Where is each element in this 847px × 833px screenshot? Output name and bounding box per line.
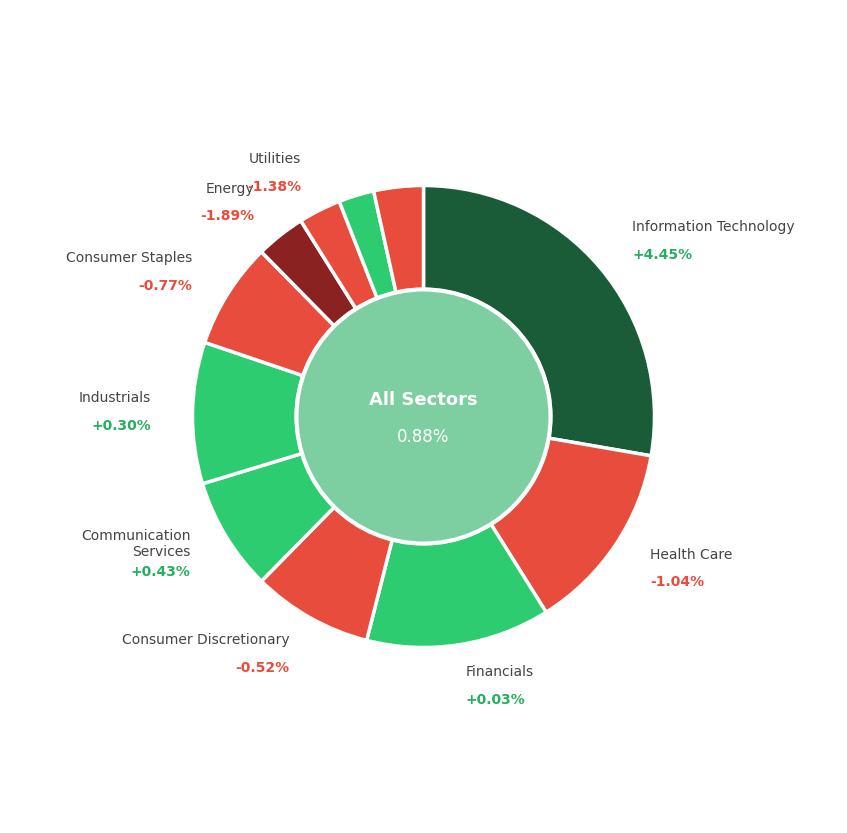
Text: -1.04%: -1.04% <box>650 576 704 589</box>
Text: +0.30%: +0.30% <box>91 419 151 433</box>
Text: -1.38%: -1.38% <box>246 180 301 194</box>
Text: Utilities: Utilities <box>249 152 301 167</box>
Text: Industrials: Industrials <box>79 392 151 406</box>
Wedge shape <box>202 453 335 581</box>
Wedge shape <box>205 252 335 376</box>
Wedge shape <box>192 342 303 484</box>
Text: Communication
Services: Communication Services <box>80 529 191 559</box>
Text: Information Technology: Information Technology <box>632 220 794 234</box>
Text: Energy: Energy <box>206 182 254 196</box>
Text: -0.52%: -0.52% <box>235 661 290 675</box>
Text: Health Care: Health Care <box>650 547 732 561</box>
Circle shape <box>296 289 551 544</box>
Wedge shape <box>301 202 377 309</box>
Text: 0.88%: 0.88% <box>397 428 450 446</box>
Wedge shape <box>262 221 356 326</box>
Text: Financials: Financials <box>466 665 534 679</box>
Wedge shape <box>424 186 655 456</box>
Wedge shape <box>374 186 424 292</box>
Text: Consumer Staples: Consumer Staples <box>66 251 192 265</box>
Wedge shape <box>262 507 392 641</box>
Text: Consumer Discretionary: Consumer Discretionary <box>122 633 290 647</box>
Text: +4.45%: +4.45% <box>632 247 692 262</box>
Text: -1.89%: -1.89% <box>201 209 254 223</box>
Wedge shape <box>340 191 396 298</box>
Text: -0.77%: -0.77% <box>139 278 192 292</box>
Wedge shape <box>367 524 546 647</box>
Wedge shape <box>491 438 651 612</box>
Text: +0.03%: +0.03% <box>466 693 525 706</box>
Text: All Sectors: All Sectors <box>369 392 478 409</box>
Text: +0.43%: +0.43% <box>130 565 191 578</box>
